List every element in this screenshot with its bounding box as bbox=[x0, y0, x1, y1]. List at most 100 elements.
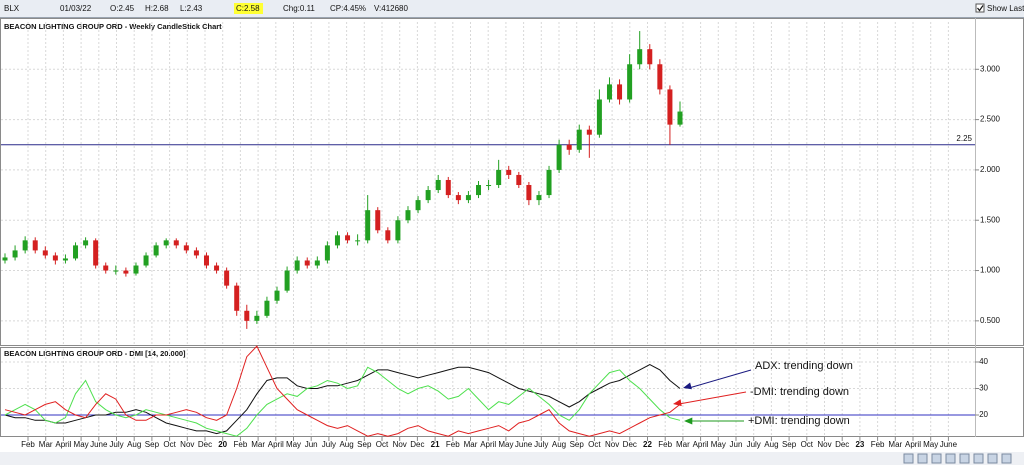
candle-body bbox=[22, 240, 28, 251]
candle-body bbox=[506, 169, 512, 175]
x-tick-label: Sep bbox=[782, 440, 797, 449]
scroll-button[interactable] bbox=[959, 453, 970, 464]
scroll-button[interactable] bbox=[945, 453, 956, 464]
scroll-button[interactable] bbox=[903, 453, 914, 464]
candle-body bbox=[355, 240, 361, 242]
candle-body bbox=[657, 64, 663, 90]
candle-body bbox=[143, 255, 149, 266]
candle-body bbox=[234, 285, 240, 311]
high: H:2.68 bbox=[145, 4, 169, 13]
x-tick-label: May bbox=[711, 440, 726, 449]
x-tick-label: Aug bbox=[339, 440, 353, 449]
candle-body bbox=[173, 240, 179, 246]
x-tick-label: Dec bbox=[198, 440, 212, 449]
scroll-button[interactable] bbox=[987, 453, 998, 464]
change-pct: CP:4.45% bbox=[330, 4, 366, 13]
date: 01/03/22 bbox=[60, 4, 92, 13]
candle-body bbox=[375, 210, 381, 231]
candle-body bbox=[445, 179, 451, 196]
candle-body bbox=[536, 195, 542, 201]
annotation-arrow bbox=[678, 391, 747, 405]
candle-body bbox=[395, 220, 401, 241]
candle-body bbox=[32, 240, 38, 251]
x-tick-label: 20 bbox=[218, 440, 227, 449]
x-tick-label: Dec bbox=[410, 440, 424, 449]
reference-label: 2.25 bbox=[956, 134, 972, 143]
dmi-title: BEACON LIGHTING GROUP ORD - DMI [14, 20.… bbox=[4, 349, 186, 358]
candle-body bbox=[123, 270, 129, 274]
candle-body bbox=[73, 245, 79, 259]
candle-body bbox=[425, 190, 431, 201]
scroll-button[interactable] bbox=[973, 453, 984, 464]
candle-body bbox=[455, 195, 461, 201]
dmi-panel bbox=[0, 347, 1024, 437]
x-tick-label: Feb bbox=[21, 440, 35, 449]
price-panel bbox=[0, 18, 1024, 346]
x-tick-label: April bbox=[905, 440, 921, 449]
x-tick-label: Nov bbox=[180, 440, 194, 449]
candle-body bbox=[627, 64, 633, 100]
x-tick-label: June bbox=[90, 440, 108, 449]
y-tick-label: 1.500 bbox=[980, 215, 1001, 224]
candle-body bbox=[596, 99, 602, 135]
candle-body bbox=[334, 235, 340, 246]
candle-body bbox=[12, 250, 18, 258]
x-tick-label: Mar bbox=[39, 440, 53, 449]
candle-body bbox=[677, 111, 683, 125]
candle-body bbox=[314, 260, 320, 266]
candle-body bbox=[486, 185, 492, 187]
x-tick-label: April bbox=[693, 440, 709, 449]
candle-body bbox=[294, 260, 300, 271]
scrollbar[interactable] bbox=[0, 452, 1024, 465]
candle-body bbox=[133, 265, 139, 274]
price-title: BEACON LIGHTING GROUP ORD - Weekly Candl… bbox=[4, 22, 222, 31]
x-tick-label: Oct bbox=[163, 440, 176, 449]
check-mark bbox=[977, 5, 984, 12]
dmi-line bbox=[4, 366, 681, 437]
candle-body bbox=[546, 169, 552, 196]
y-tick-label: 30 bbox=[979, 384, 988, 393]
change: Chg:0.11 bbox=[283, 4, 315, 13]
x-tick-label: Nov bbox=[393, 440, 407, 449]
candle-body bbox=[83, 240, 89, 246]
x-tick-label: Jun bbox=[305, 440, 318, 449]
x-tick-label: June bbox=[940, 440, 958, 449]
x-tick-label: 21 bbox=[431, 440, 440, 449]
x-tick-label: July bbox=[534, 440, 548, 449]
candle-body bbox=[496, 169, 502, 186]
candle-body bbox=[203, 255, 209, 266]
show-last-checkbox[interactable] bbox=[975, 3, 985, 13]
candle-body bbox=[93, 240, 99, 266]
candle-body bbox=[274, 290, 280, 301]
candle-body bbox=[637, 49, 643, 65]
candle-body bbox=[244, 310, 250, 321]
symbol: BLX bbox=[4, 4, 20, 13]
candle-body bbox=[647, 49, 653, 65]
x-tick-label: Mar bbox=[251, 440, 265, 449]
show-last-label[interactable]: Show Last bbox=[987, 4, 1024, 13]
candle-body bbox=[617, 84, 623, 100]
annotation-arrowhead bbox=[684, 417, 693, 425]
scroll-button[interactable] bbox=[931, 453, 942, 464]
x-tick-label: Dec bbox=[835, 440, 849, 449]
candle-body bbox=[62, 258, 68, 261]
candle-body bbox=[214, 265, 220, 271]
low: L:2.43 bbox=[180, 4, 203, 13]
x-tick-label: Nov bbox=[605, 440, 619, 449]
x-tick-label: July bbox=[109, 440, 123, 449]
candle-body bbox=[476, 185, 482, 196]
candle-body bbox=[153, 245, 159, 256]
y-tick-label: 1.000 bbox=[980, 266, 1001, 275]
dmi-line bbox=[4, 364, 681, 435]
scroll-button[interactable] bbox=[917, 453, 928, 464]
x-tick-label: 23 bbox=[855, 440, 864, 449]
x-tick-label: July bbox=[747, 440, 761, 449]
candle-body bbox=[345, 235, 351, 241]
x-tick-label: June bbox=[515, 440, 533, 449]
y-tick-label: 40 bbox=[979, 357, 988, 366]
candle-body bbox=[576, 129, 582, 150]
x-tick-label: Oct bbox=[588, 440, 601, 449]
scroll-button[interactable] bbox=[1001, 453, 1012, 464]
